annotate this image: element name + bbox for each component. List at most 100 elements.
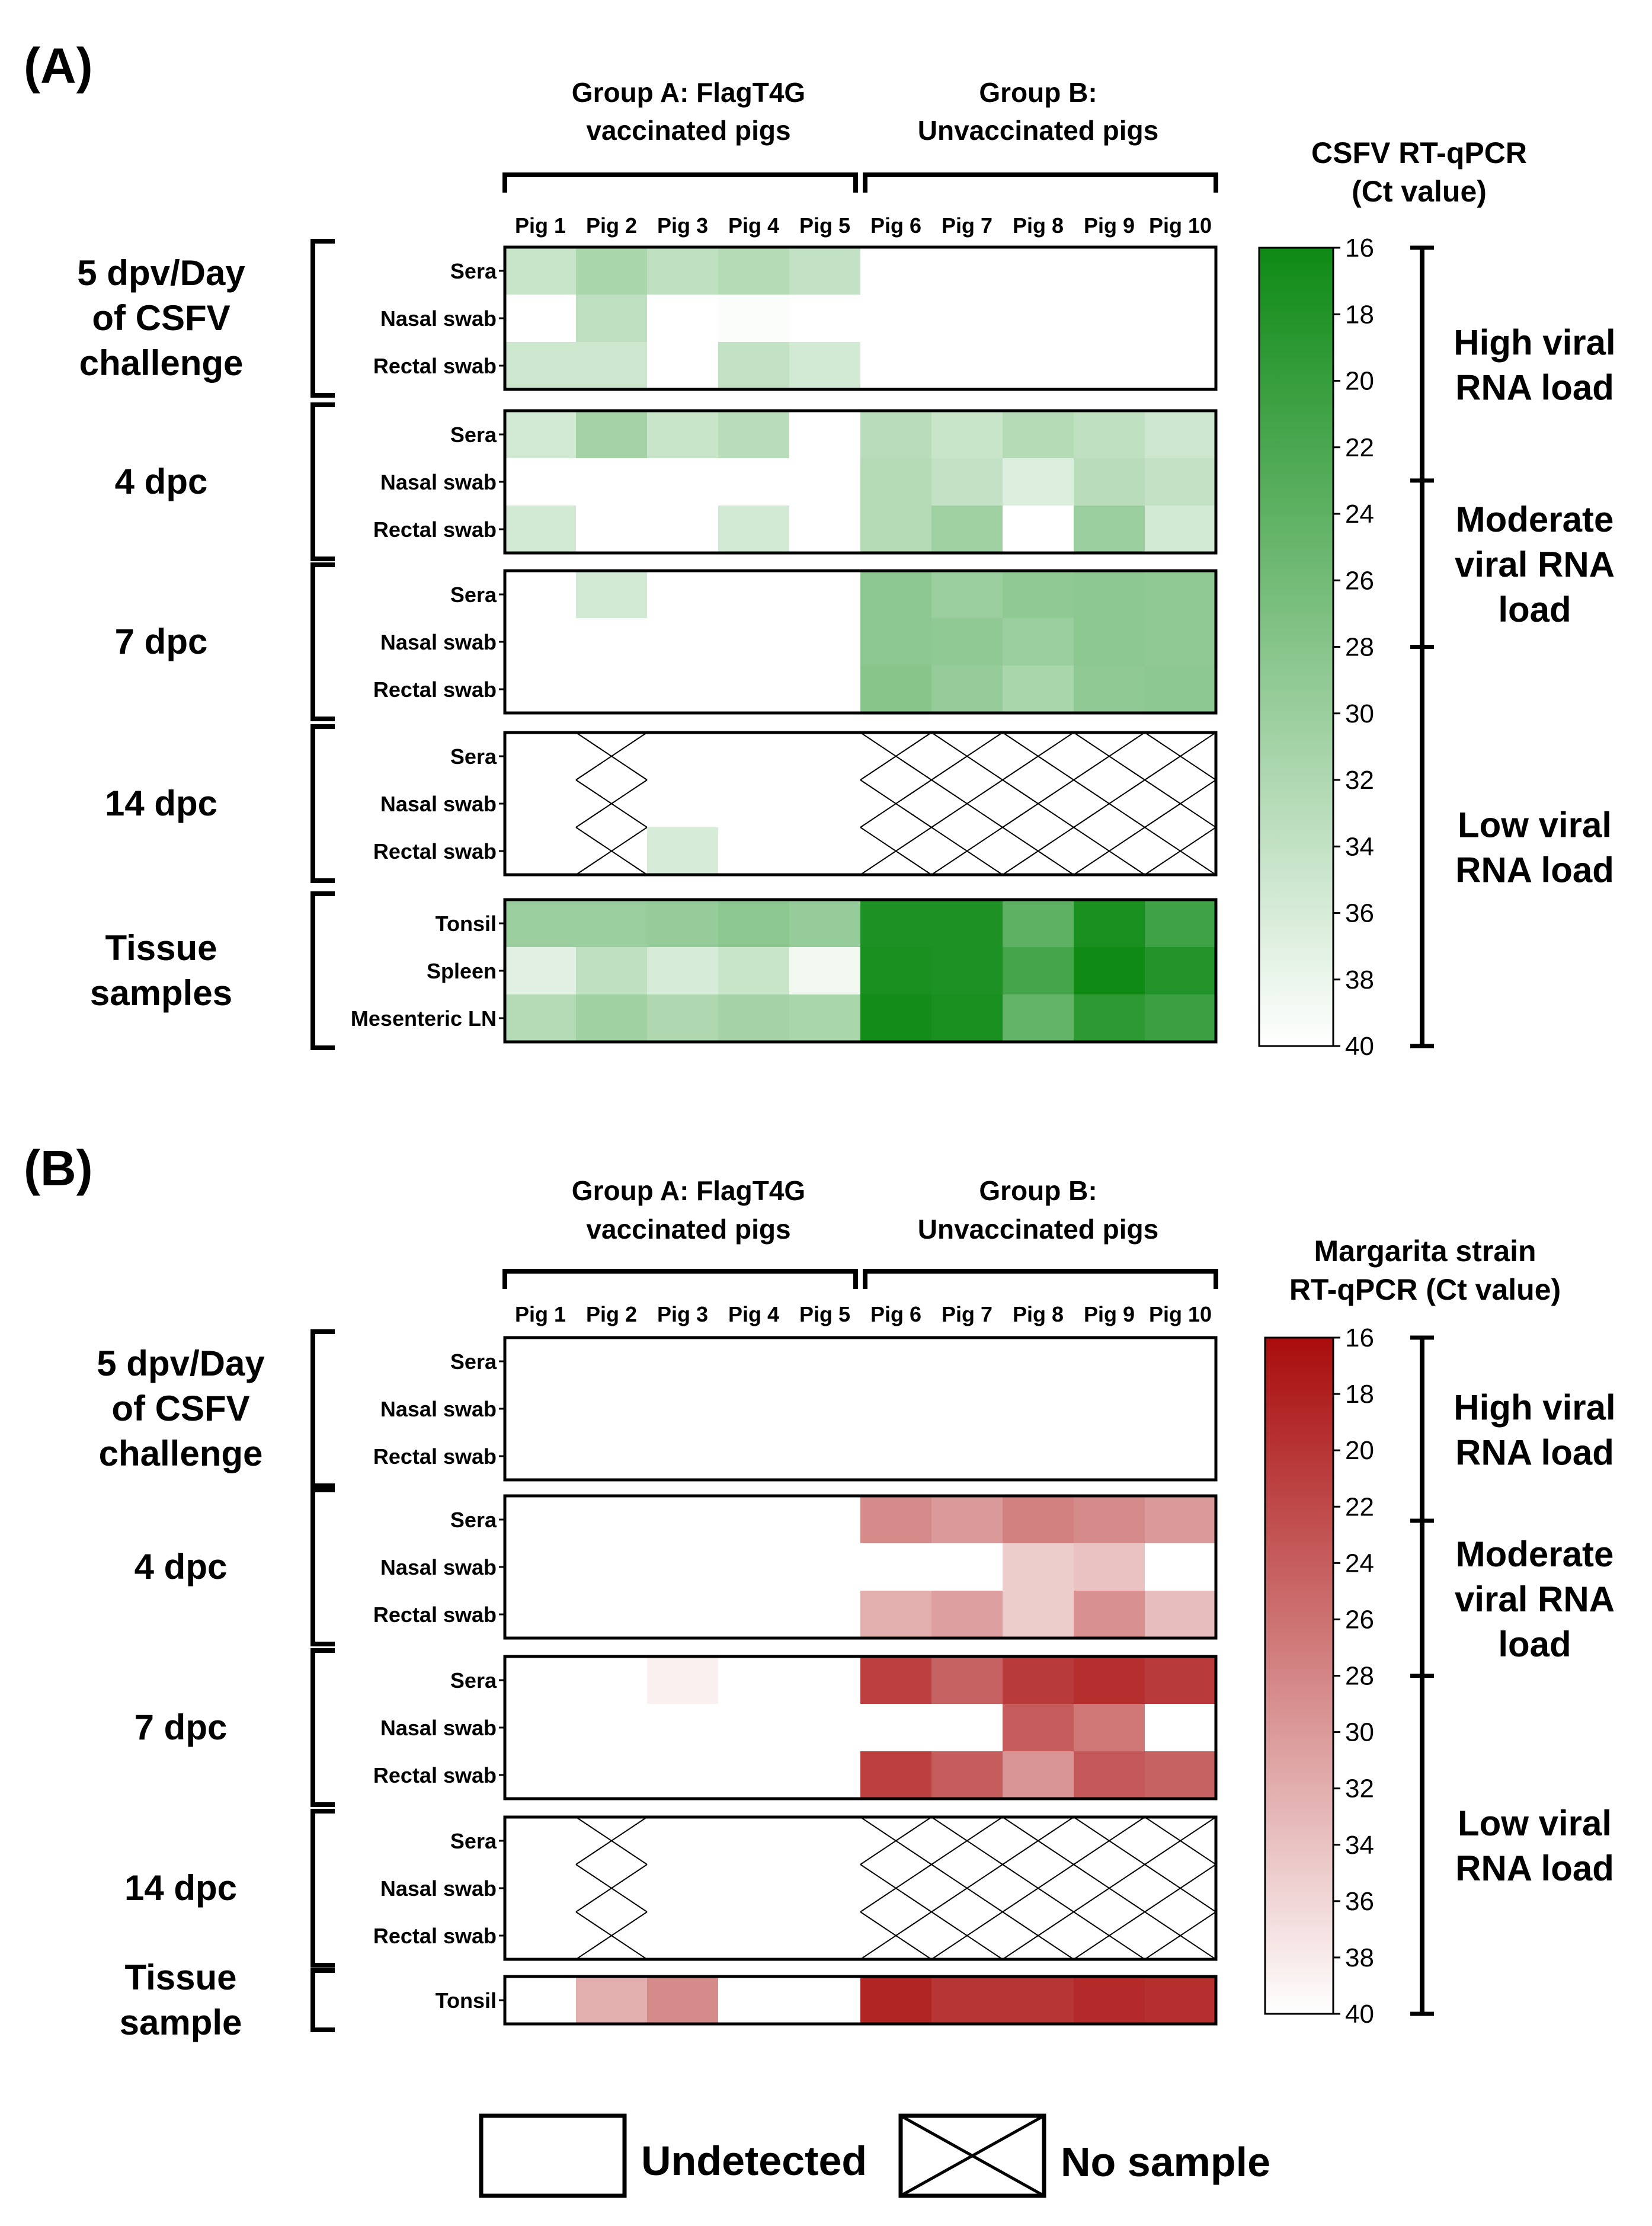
block-frame xyxy=(503,409,1218,555)
heatmap-cell xyxy=(931,900,1003,947)
heatmap-block: Sera Nasal swab Rectal swab 5 dpv/Day of CSF… xyxy=(97,1329,1218,1488)
row-label: Mesenteric LN xyxy=(351,1006,497,1031)
no-sample-cell xyxy=(1073,732,1145,781)
block-frame xyxy=(503,731,1218,877)
colorbar-tick-label: 26 xyxy=(1345,566,1374,595)
column-label: Pig 7 xyxy=(942,213,993,238)
heatmap-cell xyxy=(718,994,789,1042)
block-label: challenge xyxy=(79,343,244,383)
colorbar-tick-label: 18 xyxy=(1345,1380,1374,1409)
heatmap-cell xyxy=(1074,1751,1145,1799)
row-label: Rectal swab xyxy=(373,677,497,702)
heatmap-cell xyxy=(1074,506,1145,553)
viral-load-label: High viral xyxy=(1453,1388,1615,1428)
heatmap-cell xyxy=(647,1656,718,1704)
heatmap-cell xyxy=(505,342,576,389)
heatmap-cell xyxy=(1145,1656,1216,1704)
heatmap-cell xyxy=(931,1496,1003,1543)
colorbar-tick-label: 32 xyxy=(1345,766,1374,795)
panel-a: (A) Group A: FlagT4G vaccinated pigs Group … xyxy=(24,38,1616,1061)
colorbar-tick-label: 16 xyxy=(1345,1323,1374,1352)
viral-load-label: Low viral xyxy=(1458,1803,1612,1843)
column-label: Pig 9 xyxy=(1084,1302,1135,1326)
heatmap-cell xyxy=(505,411,576,458)
heatmap-cell xyxy=(576,947,647,994)
heatmap-cell xyxy=(1145,506,1216,553)
column-label: Pig 6 xyxy=(870,213,921,238)
heatmap-cell xyxy=(1003,1751,1074,1799)
row-label: Sera xyxy=(450,1829,497,1853)
heatmap-cell xyxy=(1003,618,1074,666)
row-label: Nasal swab xyxy=(380,792,497,816)
row-label: Rectal swab xyxy=(373,354,497,378)
no-sample-cell xyxy=(1073,779,1145,828)
colorbar-tick-label: 40 xyxy=(1345,1032,1374,1061)
column-label: Pig 4 xyxy=(728,1302,779,1326)
heatmap-cell xyxy=(1074,458,1145,506)
block-label: of CSFV xyxy=(92,298,230,338)
column-label: Pig 8 xyxy=(1013,1302,1064,1326)
no-sample-cell xyxy=(575,779,648,828)
colorbar xyxy=(1264,1336,1334,2015)
column-label: Pig 1 xyxy=(515,1302,566,1326)
heatmap-cell xyxy=(1003,1591,1074,1638)
colorbar-tick-label: 20 xyxy=(1345,367,1374,396)
heatmap-cell xyxy=(576,994,647,1042)
legend-nosample-cross xyxy=(899,2114,1045,2198)
block-label: 5 dpv/Day xyxy=(97,1344,265,1383)
group-b-title: Unvaccinated pigs xyxy=(918,115,1158,146)
heatmap-cell xyxy=(576,571,647,618)
heatmap-block: Tonsil Tissue sample xyxy=(120,1958,1218,2042)
heatmap-cell xyxy=(1074,666,1145,713)
colorbar-tick-label: 38 xyxy=(1345,965,1374,994)
heatmap-cell xyxy=(931,994,1003,1042)
heatmap-cell xyxy=(931,1591,1003,1638)
no-sample-cell xyxy=(1144,732,1216,781)
no-sample-cell xyxy=(1073,1864,1145,1912)
heatmap-cell xyxy=(718,900,789,947)
row-label: Rectal swab xyxy=(373,1444,497,1469)
viral-load-label: High viral xyxy=(1453,322,1615,362)
heatmap-cell xyxy=(1003,900,1074,947)
block-background xyxy=(505,1817,1216,1959)
row-label: Rectal swab xyxy=(373,839,497,863)
row-label: Sera xyxy=(450,583,497,607)
colorbar-tick-label: 22 xyxy=(1345,433,1374,462)
block-frame xyxy=(503,1494,1218,1640)
row-label: Sera xyxy=(450,1508,497,1532)
heatmap-block: Sera Nasal swab Rectal swab 4 dpc xyxy=(135,1488,1218,1646)
heatmap-cell xyxy=(1145,666,1216,713)
no-sample-cell xyxy=(931,732,1003,781)
column-label: Pig 2 xyxy=(586,1302,637,1326)
block-frame xyxy=(503,1975,1218,2026)
group-a-bracket xyxy=(502,172,858,193)
heatmap-cell xyxy=(860,900,931,947)
block-label: Tissue xyxy=(125,1958,237,1997)
colorbar-tick-label: 16 xyxy=(1345,234,1374,263)
heatmap-cell xyxy=(1074,1543,1145,1591)
colorbar-tick-label: 40 xyxy=(1345,2000,1374,2029)
heatmap-cell xyxy=(505,506,576,553)
heatmap-cell xyxy=(576,1976,647,2024)
no-sample-cell xyxy=(1073,1911,1145,1960)
heatmap-cell xyxy=(789,342,860,389)
colorbar-tick-label: 34 xyxy=(1345,1831,1374,1860)
block-bracket xyxy=(310,891,335,1050)
heatmap-cell xyxy=(505,900,576,947)
heatmap-cell xyxy=(1074,1704,1145,1751)
block-bracket xyxy=(310,1488,335,1646)
no-sample-cell xyxy=(575,1816,648,1865)
viral-load-label: viral RNA xyxy=(1455,545,1615,584)
heatmap-cell xyxy=(931,1656,1003,1704)
row-label: Rectal swab xyxy=(373,1603,497,1627)
heatmap-cell xyxy=(1074,900,1145,947)
heatmap-cell xyxy=(718,506,789,553)
block-label: sample xyxy=(120,2003,242,2042)
heatmap-cell xyxy=(1003,1496,1074,1543)
block-bracket xyxy=(310,562,335,721)
heatmap-cell xyxy=(789,247,860,295)
group-a-bracket xyxy=(502,1269,858,1289)
column-label: Pig 7 xyxy=(942,1302,993,1326)
colorbar-tick-label: 24 xyxy=(1345,1549,1374,1578)
block-bracket xyxy=(310,239,335,398)
